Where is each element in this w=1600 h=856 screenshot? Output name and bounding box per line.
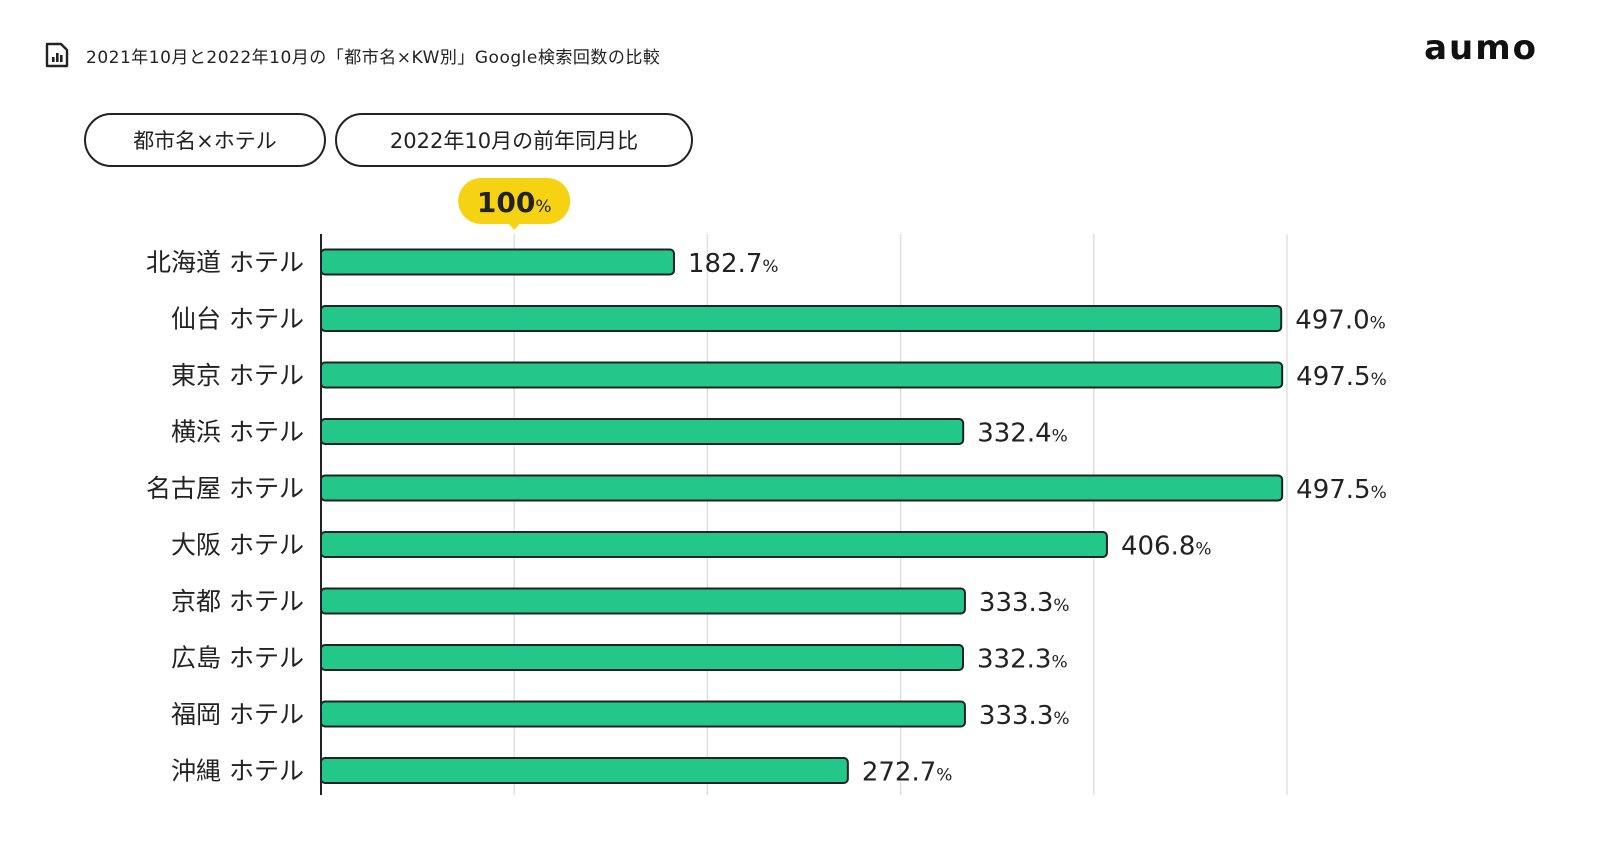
- reference-badge-pointer: [507, 222, 522, 230]
- category-label: 広島 ホテル: [171, 644, 304, 673]
- filter-pill-yoy-comparison[interactable]: 2022年10月の前年同月比: [335, 113, 693, 167]
- bar-1: [320, 305, 1283, 332]
- reference-badge: [458, 178, 571, 224]
- value-label: 497.5%: [1296, 362, 1387, 392]
- bar-0: [320, 248, 675, 276]
- filter-pill-city-hotel[interactable]: 都市名×ホテル: [84, 113, 326, 167]
- bar-3: [320, 418, 965, 445]
- bar-6: [320, 587, 966, 615]
- category-label: 福岡 ホテル: [171, 700, 304, 729]
- chart-header: 2021年10月と2022年10月の「都市名×KW別」Google検索回数の比較: [44, 40, 660, 70]
- bar-8: [320, 700, 966, 728]
- category-label: 東京 ホテル: [171, 361, 304, 390]
- chart-title: 2021年10月と2022年10月の「都市名×KW別」Google検索回数の比較: [86, 47, 661, 68]
- aumo-logo: aumo: [1424, 28, 1538, 68]
- category-label: 大阪 ホテル: [171, 531, 304, 560]
- category-label: 京都 ホテル: [171, 587, 304, 616]
- value-label: 406.8%: [1121, 532, 1212, 562]
- value-label: 272.7%: [862, 758, 953, 788]
- bar-9: [320, 757, 849, 784]
- bar-5: [320, 531, 1108, 558]
- bar-7: [320, 644, 965, 671]
- value-label: 182.7%: [688, 249, 779, 279]
- category-label: 仙台 ホテル: [171, 305, 304, 334]
- value-label: 333.3%: [979, 701, 1070, 731]
- value-label: 332.4%: [977, 419, 1068, 449]
- category-label: 横浜 ホテル: [171, 418, 304, 447]
- value-label: 333.3%: [979, 588, 1070, 618]
- value-label: 497.0%: [1295, 306, 1386, 336]
- value-label: 497.5%: [1296, 475, 1387, 505]
- bar-chart-document-icon: [45, 42, 69, 68]
- value-label: 332.3%: [977, 645, 1068, 675]
- reference-badge-label: 100%: [477, 186, 552, 219]
- category-label: 沖縄 ホテル: [171, 757, 304, 786]
- bar-4: [320, 474, 1284, 502]
- bar-2: [320, 361, 1284, 389]
- category-label: 名古屋 ホテル: [146, 474, 304, 503]
- category-label: 北海道 ホテル: [146, 248, 304, 277]
